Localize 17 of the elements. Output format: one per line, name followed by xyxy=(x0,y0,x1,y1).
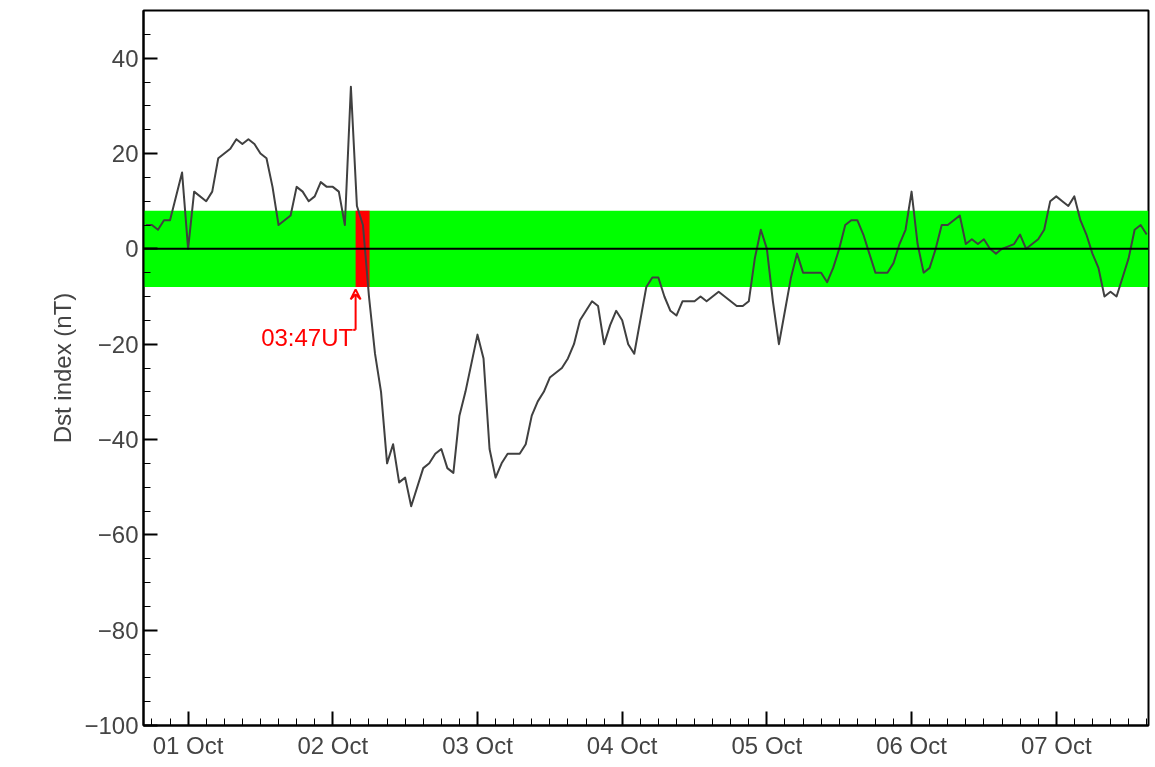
x-tick-label: 04 Oct xyxy=(586,731,658,759)
x-tick-label: 07 Oct xyxy=(1020,731,1092,759)
y-tick-label: −80 xyxy=(97,616,139,644)
y-tick-label: 0 xyxy=(125,235,139,263)
y-tick-label: −100 xyxy=(84,712,139,739)
y-axis-title: Dst index (nT) xyxy=(49,292,77,444)
annotation: 03:47UT xyxy=(261,324,354,352)
x-tick-label: 01 Oct xyxy=(152,731,224,759)
y-tick-label: −60 xyxy=(97,521,139,549)
y-tick-label: −40 xyxy=(97,426,139,453)
x-tick-label: 03 Oct xyxy=(442,731,514,759)
x-tick-label: 02 Oct xyxy=(297,731,369,759)
y-tick-label: −20 xyxy=(97,330,139,358)
x-tick-label: 06 Oct xyxy=(876,731,948,759)
y-tick-label: 20 xyxy=(111,140,139,167)
y-tick-label: 40 xyxy=(111,44,139,72)
x-tick-label: 05 Oct xyxy=(731,731,803,759)
